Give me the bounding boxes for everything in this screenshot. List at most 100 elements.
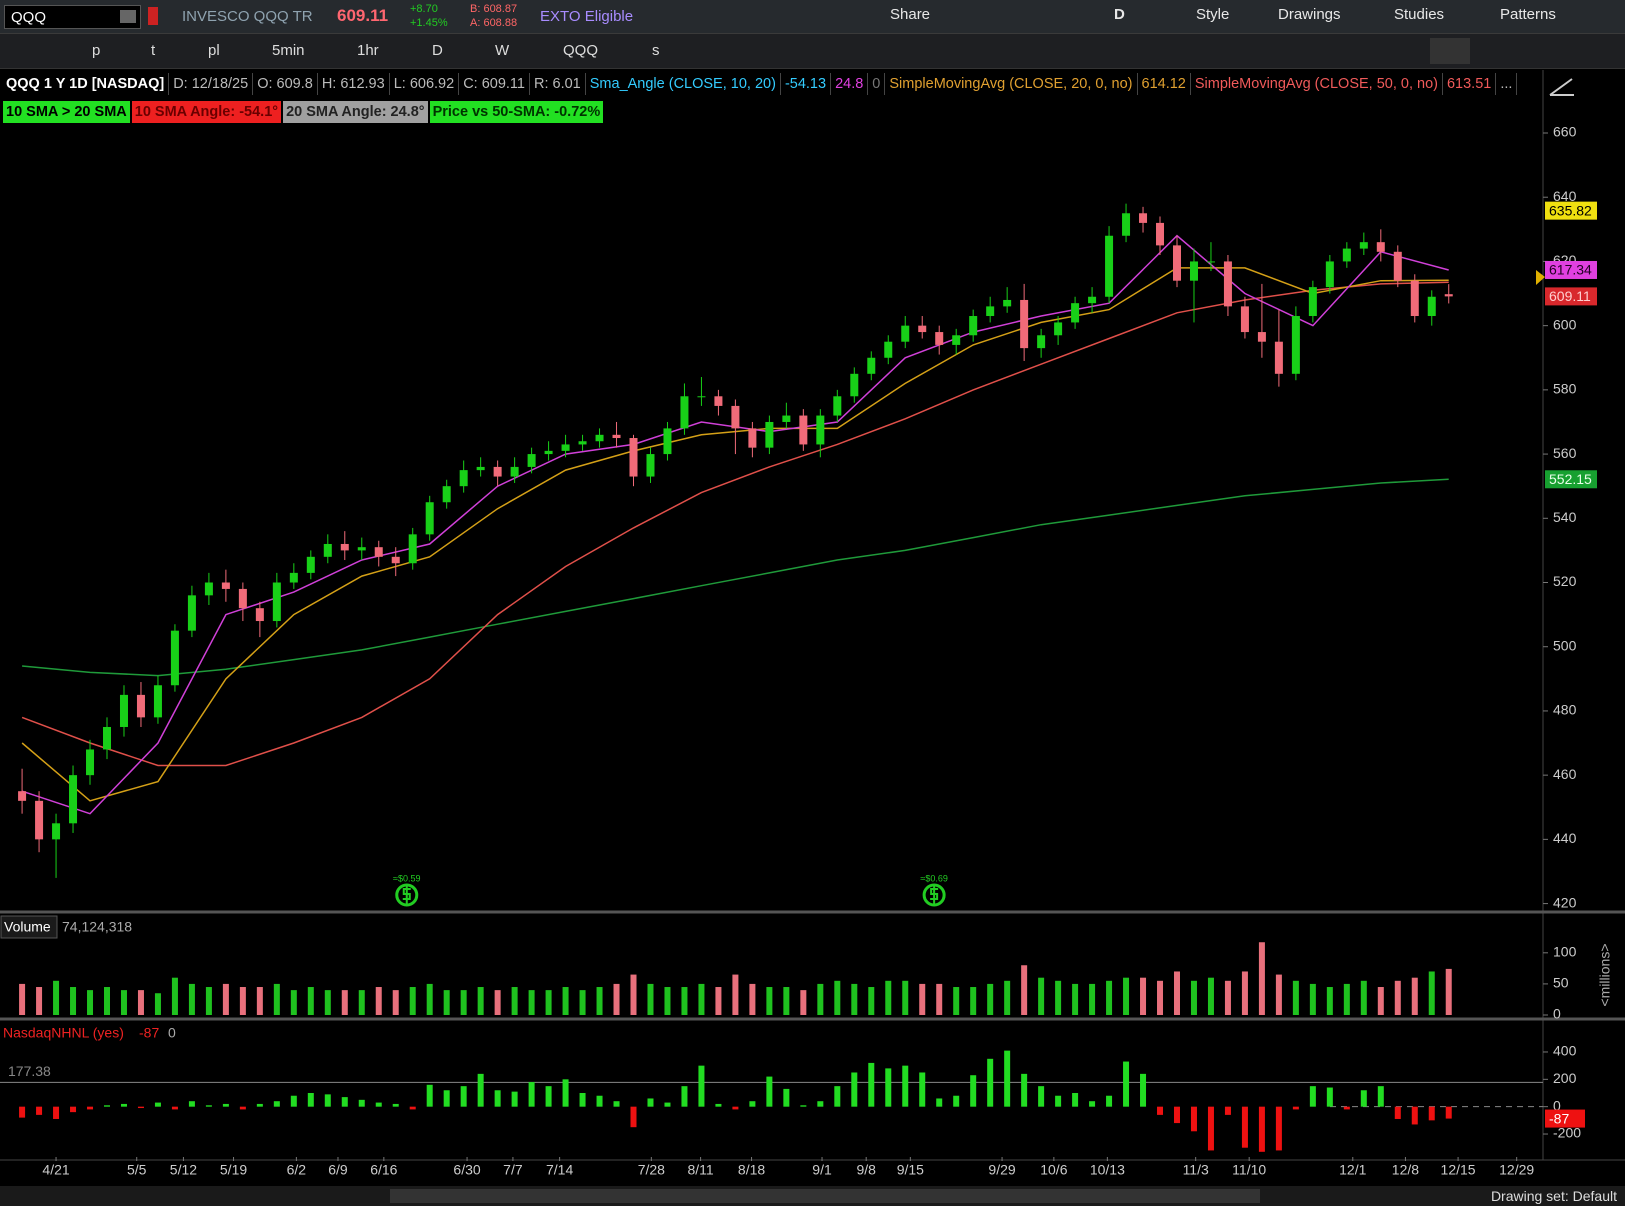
patterns-button[interactable]: Patterns — [1500, 6, 1556, 23]
bar — [1038, 1086, 1045, 1107]
bar — [902, 980, 909, 1015]
layout-button[interactable] — [1430, 38, 1470, 64]
drawing-icon[interactable] — [1549, 78, 1574, 96]
share-button[interactable]: Share — [890, 6, 931, 23]
y-tick-label: -200 — [1553, 1125, 1581, 1141]
candle-body — [731, 405, 740, 429]
candle-body — [867, 357, 876, 374]
bar — [137, 990, 144, 1015]
badge: Price vs 50-SMA: -0.72% — [429, 101, 604, 123]
bar — [1190, 1106, 1197, 1132]
candle-body — [255, 608, 264, 622]
timeframe-button[interactable]: D — [432, 42, 443, 59]
bar — [919, 983, 926, 1015]
bar — [103, 987, 110, 1015]
price-bubble — [1545, 470, 1597, 489]
timeframe-button[interactable]: 1hr — [357, 42, 379, 59]
x-tick-label: 10/6 — [1040, 1162, 1067, 1178]
x-tick-label: 7/14 — [546, 1162, 573, 1178]
candle-body — [1088, 296, 1097, 304]
price-bubble-label: 552.15 — [1549, 471, 1592, 487]
candle-body — [306, 556, 315, 573]
bar — [36, 1106, 43, 1115]
y-tick-label: 0 — [1553, 1097, 1561, 1113]
y-tick-label: 440 — [1553, 830, 1577, 846]
candle-body — [221, 582, 230, 589]
header-item: 24.8 — [831, 73, 869, 95]
bar — [307, 987, 314, 1015]
candle-body — [442, 486, 451, 503]
x-tick-label: 10/13 — [1090, 1162, 1125, 1178]
aggregation-button[interactable]: D — [1114, 6, 1125, 23]
volume-axis-label: <millions> — [1597, 943, 1613, 1006]
bar — [987, 983, 994, 1015]
bar — [1309, 983, 1316, 1015]
style-button[interactable]: Style — [1196, 6, 1230, 23]
header-item: D: 12/18/25 — [169, 73, 254, 95]
badge: 20 SMA Angle: 24.8° — [283, 101, 428, 123]
y-tick-label: 400 — [1553, 1043, 1577, 1059]
symbol-box[interactable]: QQQ — [4, 5, 141, 29]
timeframe-button[interactable]: p — [92, 42, 101, 59]
alert-flag[interactable] — [148, 7, 158, 25]
bar — [715, 1103, 722, 1107]
bar — [783, 987, 790, 1015]
change-pct: +1.45% — [410, 17, 448, 29]
bar — [171, 977, 178, 1015]
bar — [1157, 980, 1164, 1015]
candle-body — [119, 694, 128, 727]
x-tick-label: 9/29 — [988, 1162, 1015, 1178]
y-tick-label: 520 — [1553, 573, 1577, 589]
candle-body — [425, 502, 434, 535]
bar — [681, 987, 688, 1015]
candle-body — [272, 582, 281, 622]
bar — [817, 1101, 824, 1107]
candle-body — [680, 396, 689, 429]
x-tick-label: 12/8 — [1392, 1162, 1419, 1178]
nhnl-readout: -87 — [139, 1025, 159, 1041]
dropdown[interactable] — [120, 10, 136, 23]
candle-body — [52, 823, 61, 840]
candle-body — [595, 434, 604, 442]
header-item: SimpleMovingAvg (CLOSE, 20, 0, no) — [885, 73, 1138, 95]
header-item: O: 609.8 — [253, 73, 318, 95]
price-marker — [1536, 270, 1545, 285]
volume-label-box — [0, 915, 58, 939]
bar — [154, 1102, 161, 1107]
bar — [1326, 987, 1333, 1015]
exto[interactable]: EXTO Eligible — [540, 8, 634, 25]
nhnl-zero-readout: 0 — [168, 1025, 176, 1041]
bar — [868, 987, 875, 1015]
bar — [1004, 980, 1011, 1015]
bar — [953, 987, 960, 1015]
timeframe-button[interactable]: QQQ — [563, 42, 599, 59]
timeframe-button[interactable]: s — [652, 42, 660, 59]
bar — [273, 983, 280, 1015]
timeframe-button[interactable]: pl — [208, 42, 220, 59]
bar — [885, 980, 892, 1015]
candle-body — [578, 441, 587, 445]
timeframe-button[interactable]: 5min — [272, 42, 305, 59]
drawings-button[interactable]: Drawings — [1278, 6, 1341, 23]
x-tick-label: 8/11 — [687, 1162, 713, 1178]
bar — [1445, 1106, 1452, 1119]
bar — [1428, 971, 1435, 1015]
timeframe-button[interactable]: t — [151, 42, 156, 59]
candle-body — [697, 396, 706, 398]
studies-button[interactable]: Studies — [1394, 6, 1445, 23]
header-item: 0 — [868, 73, 886, 95]
scrollbar[interactable] — [390, 1189, 1260, 1203]
bar — [783, 1088, 790, 1107]
y-tick-label: 420 — [1553, 894, 1577, 910]
bar — [358, 1099, 365, 1107]
bar — [562, 987, 569, 1015]
bar — [1224, 980, 1231, 1015]
drawing-set[interactable]: Drawing set: Default — [1490, 1188, 1617, 1204]
symbol[interactable]: QQQ — [11, 9, 47, 26]
bar — [630, 1106, 637, 1128]
bar — [511, 987, 518, 1015]
timeframe-button[interactable]: W — [495, 42, 510, 59]
y-tick-label: 0 — [1553, 1006, 1561, 1022]
bar — [19, 1106, 26, 1118]
bar — [1394, 980, 1401, 1015]
